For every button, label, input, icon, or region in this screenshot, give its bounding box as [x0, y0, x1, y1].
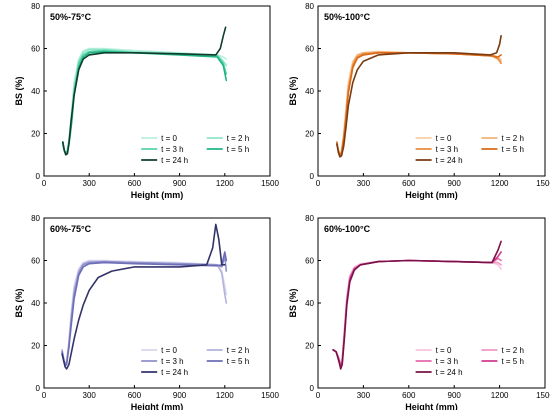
series-line	[336, 51, 502, 157]
legend-label: t = 2 h	[227, 134, 249, 143]
series-line	[61, 251, 228, 367]
y-axis-title: BS (%)	[14, 76, 24, 105]
panel-title: 50%-75°C	[50, 12, 92, 22]
x-axis-title: Height (mm)	[405, 190, 458, 200]
x-tick-label: 900	[173, 391, 187, 400]
panel-title: 50%-100°C	[324, 12, 371, 22]
y-tick-label: 80	[305, 214, 314, 223]
x-tick-label: 900	[448, 179, 462, 188]
x-tick-label: 300	[357, 391, 371, 400]
series-line	[336, 50, 502, 156]
chart-panel-4: 0 300 600 900 1200 1500 0 20 40 60 80 Height (mm) BS…	[288, 214, 550, 412]
x-tick-label: 600	[402, 391, 416, 400]
x-tick-label: 300	[83, 179, 97, 188]
y-tick-label: 20	[31, 130, 40, 139]
legend-label: t = 5 h	[501, 357, 523, 366]
y-tick-label: 60	[305, 257, 314, 266]
x-tick-label: 600	[128, 391, 142, 400]
x-tick-label: 1500	[261, 391, 279, 400]
y-tick-label: 80	[305, 2, 314, 11]
legend-label: t = 0	[161, 346, 177, 355]
y-tick-label: 60	[31, 257, 40, 266]
y-tick-label: 20	[305, 130, 314, 139]
y-tick-label: 40	[305, 299, 314, 308]
x-tick-label: 900	[448, 391, 462, 400]
x-tick-label: 0	[316, 391, 321, 400]
legend-label: t = 24 h	[161, 156, 188, 165]
y-tick-label: 0	[36, 384, 41, 393]
series-line	[332, 259, 502, 366]
y-tick-label: 60	[305, 45, 314, 54]
legend-label: t = 0	[436, 134, 452, 143]
legend-label: t = 24 h	[161, 368, 188, 377]
x-tick-label: 1200	[491, 391, 509, 400]
legend-label: t = 5 h	[501, 145, 523, 154]
legend-label: t = 5 h	[227, 145, 249, 154]
x-tick-label: 1500	[536, 179, 550, 188]
series-line	[61, 26, 227, 156]
x-tick-label: 300	[83, 391, 97, 400]
y-tick-label: 60	[31, 45, 40, 54]
series-line	[336, 51, 502, 156]
x-tick-label: 1500	[536, 391, 550, 400]
legend-label: t = 2 h	[501, 346, 523, 355]
y-tick-label: 40	[31, 299, 40, 308]
y-tick-label: 20	[305, 342, 314, 351]
legend-label: t = 0	[161, 134, 177, 143]
y-tick-label: 80	[31, 214, 40, 223]
x-tick-label: 900	[173, 179, 187, 188]
legend-label: t = 24 h	[436, 156, 463, 165]
x-tick-label: 1500	[261, 179, 279, 188]
y-tick-label: 0	[310, 384, 315, 393]
legend-label: t = 3 h	[436, 357, 458, 366]
y-tick-label: 80	[31, 2, 40, 11]
series-line	[61, 259, 228, 366]
x-tick-label: 600	[402, 179, 416, 188]
legend-label: t = 0	[436, 346, 452, 355]
panel-title: 60%-75°C	[50, 224, 92, 234]
y-tick-label: 20	[31, 342, 40, 351]
x-axis-title: Height (mm)	[405, 402, 458, 410]
y-axis-title: BS (%)	[288, 76, 298, 105]
y-axis-title: BS (%)	[288, 288, 298, 317]
x-axis-title: Height (mm)	[131, 402, 184, 410]
series-line	[61, 223, 226, 370]
series-line	[61, 50, 228, 155]
legend-label: t = 3 h	[161, 357, 183, 366]
series-line	[61, 47, 228, 154]
x-tick-label: 1200	[491, 179, 509, 188]
x-tick-label: 0	[316, 179, 321, 188]
y-tick-label: 0	[310, 172, 315, 181]
x-tick-label: 0	[42, 179, 47, 188]
legend-label: t = 2 h	[501, 134, 523, 143]
x-tick-label: 1200	[216, 391, 234, 400]
y-tick-label: 0	[36, 172, 41, 181]
legend-label: t = 24 h	[436, 368, 463, 377]
x-tick-label: 1200	[216, 179, 234, 188]
chart-panel-2: 0 300 600 900 1200 1500 0 20 40 60 80 Height (mm) BS…	[288, 2, 550, 200]
x-axis-title: Height (mm)	[131, 190, 184, 200]
chart-panel-1: 0 300 600 900 1200 1500 0 20 40 60 80 Height (mm) BS…	[14, 2, 279, 200]
y-tick-label: 40	[305, 87, 314, 96]
x-tick-label: 0	[42, 391, 47, 400]
y-axis-title: BS (%)	[14, 288, 24, 317]
series-line	[61, 255, 228, 366]
chart-panel-3: 0 300 600 900 1200 1500 0 20 40 60 80 Height (mm) BS…	[14, 214, 279, 412]
legend-label: t = 3 h	[436, 145, 458, 154]
y-tick-label: 40	[31, 87, 40, 96]
series-line	[332, 240, 502, 370]
x-tick-label: 300	[357, 179, 371, 188]
series-line	[336, 50, 502, 156]
x-tick-label: 600	[128, 179, 142, 188]
legend-label: t = 3 h	[161, 145, 183, 154]
legend-label: t = 2 h	[227, 346, 249, 355]
panel-title: 60%-100°C	[324, 224, 371, 234]
legend-label: t = 5 h	[227, 357, 249, 366]
series-line	[336, 34, 502, 158]
